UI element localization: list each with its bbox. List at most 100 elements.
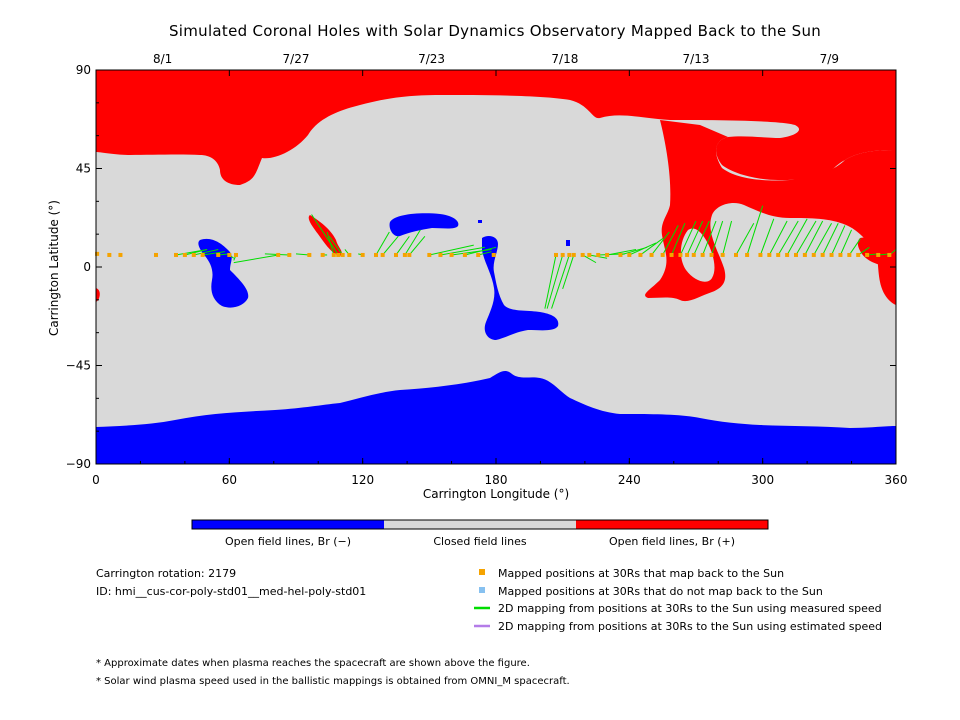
closed-island-east	[680, 228, 715, 282]
date-tick-label: 7/27	[283, 52, 310, 66]
x-tick-label: 240	[618, 473, 641, 487]
legend-label-estimated: 2D mapping from positions at 30Rs to the…	[498, 620, 882, 633]
colorbar-label-positive: Open field lines, Br (+)	[609, 535, 735, 548]
legend-label-nomap: Mapped positions at 30Rs that do not map…	[498, 585, 823, 598]
mapping-line	[562, 254, 575, 290]
mapped-points	[95, 251, 892, 257]
mapping-line	[686, 220, 704, 256]
mapping-line	[804, 220, 824, 256]
colorbar-closed	[384, 520, 576, 529]
plot-area	[95, 69, 897, 465]
mapped-point	[580, 252, 585, 257]
mapping-line	[735, 222, 755, 256]
mapped-point	[154, 252, 158, 257]
mapped-point	[118, 252, 123, 257]
mapped-point	[700, 252, 705, 257]
mapping-line	[746, 205, 764, 256]
mapped-point	[829, 252, 834, 257]
note-dates: * Approximate dates when plasma reaches …	[96, 658, 530, 669]
date-tick-label: 7/23	[418, 52, 445, 66]
mapped-point	[449, 252, 454, 257]
mapped-point	[887, 252, 892, 257]
mapping-line	[408, 236, 426, 256]
mapped-point	[587, 252, 592, 257]
mapped-point	[820, 252, 825, 257]
mapped-point	[876, 252, 881, 257]
mapped-point	[678, 252, 683, 257]
mapped-point	[287, 252, 292, 257]
mapping-line	[395, 236, 410, 256]
mapping-line	[311, 214, 339, 256]
legend-marker-mapped	[479, 569, 485, 575]
y-tick-label: 0	[83, 260, 91, 274]
mapped-point	[380, 252, 385, 257]
mapped-point	[407, 252, 412, 257]
mapping-line	[629, 242, 657, 256]
x-axis: 0 60 120 180 240 300 360	[92, 70, 907, 487]
mapping-line	[478, 251, 492, 256]
mapping-line	[702, 220, 717, 256]
mapped-point	[811, 252, 816, 257]
date-tick-label: 7/13	[683, 52, 710, 66]
x-tick-label: 60	[222, 473, 237, 487]
mapping-lines	[175, 205, 897, 309]
mapped-point	[691, 252, 696, 257]
mapping-line	[651, 231, 670, 256]
mapping-line	[582, 254, 597, 264]
negative-hole-5	[478, 220, 482, 223]
mapped-point	[336, 252, 341, 257]
mapped-point	[856, 252, 861, 257]
mapping-line	[440, 246, 485, 256]
mapped-point	[794, 252, 798, 257]
mapping-line	[607, 248, 637, 256]
mapping-line	[193, 249, 219, 256]
mapped-point	[182, 252, 187, 257]
mapping-line	[662, 225, 679, 256]
mapped-point	[227, 252, 232, 257]
mapped-point	[174, 252, 178, 257]
positive-patch-3	[857, 237, 895, 266]
legend-label-measured: 2D mapping from positions at 30Rs to the…	[498, 602, 882, 615]
mapping-line	[839, 229, 853, 256]
top-date-axis: 8/1 7/27 7/23 7/18 7/13 7/9	[153, 52, 839, 66]
colorbar-negative	[192, 520, 384, 529]
mapping-line	[711, 220, 724, 256]
mapped-point	[567, 252, 572, 257]
mapped-point	[427, 252, 432, 257]
mapping-line	[831, 225, 846, 256]
legend: Mapped positions at 30Rs that map back t…	[474, 567, 882, 633]
mapped-point	[767, 252, 772, 257]
mapping-line	[777, 220, 799, 256]
mapped-point	[276, 252, 281, 257]
mapped-point	[216, 252, 221, 257]
colorbar-label-negative: Open field lines, Br (−)	[225, 535, 351, 548]
mapped-point	[734, 252, 738, 257]
date-tick-label: 8/1	[153, 52, 172, 66]
colorbar: Open field lines, Br (−) Closed field li…	[191, 519, 769, 548]
mapped-point	[745, 252, 750, 257]
mapped-point	[758, 252, 763, 257]
mapped-point	[838, 252, 843, 257]
mapping-line	[640, 238, 663, 256]
x-tick-label: 360	[885, 473, 908, 487]
mapping-line	[795, 220, 817, 256]
mapped-point	[618, 252, 623, 257]
mapped-point	[638, 252, 643, 257]
mapped-point	[347, 252, 352, 257]
mapping-line	[848, 238, 861, 256]
mapping-line	[382, 236, 399, 256]
mapping-line	[693, 220, 710, 256]
negative-hole-3	[482, 236, 559, 340]
mapped-point	[320, 252, 325, 257]
mapping-line	[722, 220, 733, 256]
mapped-point	[627, 252, 632, 257]
y-tick-label: 45	[76, 162, 91, 176]
mapped-point	[107, 252, 112, 257]
mapping-line	[202, 251, 225, 256]
mapping-line	[786, 218, 808, 256]
mapped-point	[402, 252, 407, 257]
mapping-line	[464, 246, 497, 256]
mapping-line	[768, 220, 788, 256]
mapped-point	[374, 252, 378, 257]
positive-patch-2	[96, 288, 100, 302]
